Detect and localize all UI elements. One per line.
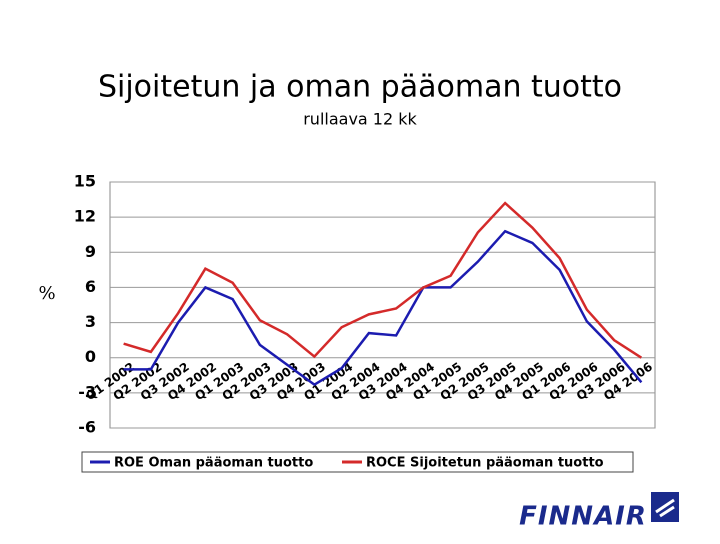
brand-icon-mark	[655, 498, 675, 518]
y-tick-label: 12	[74, 207, 96, 226]
legend-label: ROE Oman pääoman tuotto	[114, 456, 313, 471]
y-axis-label: %	[38, 283, 55, 304]
legend-label: ROCE Sijoitetun pääoman tuotto	[366, 456, 604, 471]
y-tick-label: -3	[78, 382, 96, 401]
y-tick-label: 0	[85, 347, 96, 366]
chart-title: Sijoitetun ja oman pääoman tuotto	[98, 70, 622, 105]
brand-logo: FINNAIR	[519, 492, 679, 532]
line-series	[123, 201, 643, 359]
y-tick-label: 9	[85, 242, 96, 261]
y-tick-label: 6	[85, 277, 96, 296]
y-tick-label: -6	[78, 418, 96, 437]
line-series	[123, 229, 643, 387]
plot-area	[109, 181, 656, 429]
chart-subtitle: rullaava 12 kk	[303, 110, 417, 129]
brand-text: FINNAIR	[519, 502, 647, 532]
y-tick-label: 15	[74, 172, 96, 191]
y-tick-label: 3	[85, 312, 96, 331]
